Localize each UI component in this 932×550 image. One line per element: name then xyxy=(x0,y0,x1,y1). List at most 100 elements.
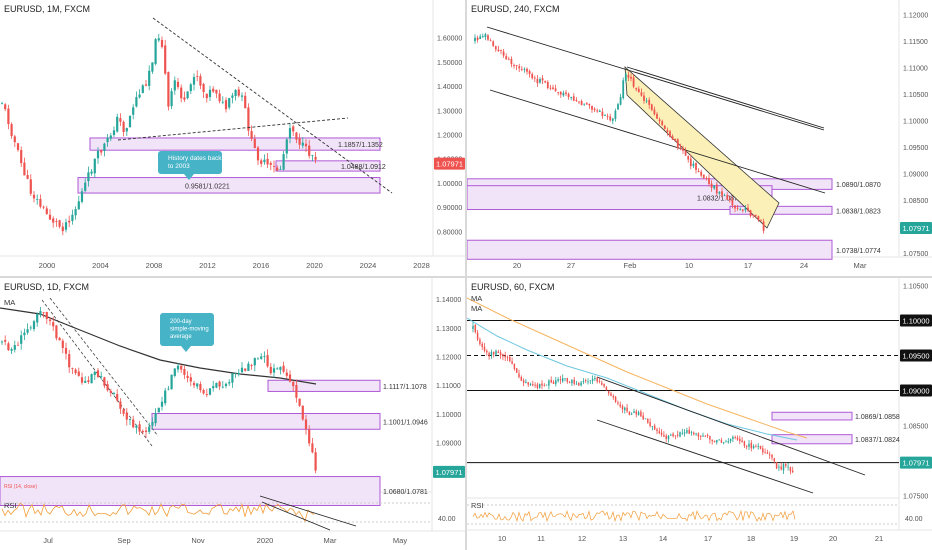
x-tick-label: 14 xyxy=(659,534,667,543)
candle-body xyxy=(144,84,148,86)
candle-body xyxy=(499,352,502,356)
candle-body xyxy=(500,50,502,51)
daily-chart: Jul Sep Nov 2020 Mar May 1.14000 1.13000 1.12000… xyxy=(0,278,465,545)
panel-hourly[interactable]: 10 11 12 13 14 17 18 19 20 21 1.10500 1.10000 1.0950… xyxy=(467,278,932,550)
candle-body xyxy=(20,335,23,344)
candle-body xyxy=(658,119,661,122)
candle-body xyxy=(10,349,13,351)
candle-body xyxy=(708,178,710,184)
candle-body xyxy=(658,431,661,434)
candle-body xyxy=(528,70,531,74)
zone-label: 1.1001/1.0946 xyxy=(383,419,428,426)
x-tick-label: 2008 xyxy=(146,261,163,270)
panel-4h[interactable]: 20 27 Feb 10 17 24 Mar 1.12000 1.11500 1.11000 1.1… xyxy=(467,0,932,276)
candle-body xyxy=(479,36,482,39)
candle-body xyxy=(288,128,292,139)
last-price-label: 1.07971 xyxy=(435,468,462,477)
candle-body xyxy=(515,368,518,373)
candle-body xyxy=(734,205,736,209)
candle-body xyxy=(651,426,654,427)
candle-body xyxy=(666,129,669,132)
candle-body xyxy=(26,329,29,333)
rsi-line xyxy=(1,502,315,523)
candle-body xyxy=(215,89,218,94)
zone-label: 1.0890/1.0870 xyxy=(836,182,881,189)
candle-body xyxy=(308,429,311,444)
candle-body xyxy=(4,104,7,110)
candle-body xyxy=(492,41,495,46)
candle-body xyxy=(674,435,677,437)
candle-body xyxy=(596,110,599,112)
candle-body xyxy=(71,214,74,221)
candle-body xyxy=(93,371,96,375)
candle-body xyxy=(699,435,702,437)
y-tick-label: 1.08500 xyxy=(903,198,928,205)
y-tick-label: 0.80000 xyxy=(437,229,462,236)
candle-body xyxy=(16,344,20,346)
candle-body xyxy=(705,178,708,179)
candle-body xyxy=(578,383,580,386)
candle-body xyxy=(518,373,520,378)
candle-body xyxy=(29,327,32,329)
level-tag-0 xyxy=(900,314,932,327)
candle-body xyxy=(476,332,479,340)
candle-body xyxy=(572,96,575,101)
candle-body xyxy=(773,458,776,462)
level-tag-1 xyxy=(900,349,932,362)
candle-body xyxy=(4,340,7,342)
candle-body xyxy=(587,381,589,383)
ma-slow-line xyxy=(467,297,808,439)
candle-body xyxy=(709,436,711,440)
y-tick-label: 1.12000 xyxy=(436,354,461,361)
level-tag-label: 1.09000 xyxy=(902,387,929,396)
candle-body xyxy=(116,116,119,132)
candle-body xyxy=(48,214,52,220)
candle-body xyxy=(642,415,644,420)
candle-body xyxy=(247,363,250,371)
candle-body xyxy=(775,462,778,469)
candle-body xyxy=(764,452,766,454)
last-price-label: 1.07971 xyxy=(436,160,463,169)
candle-body xyxy=(695,162,697,171)
candle-body xyxy=(536,78,539,84)
candle-body xyxy=(564,378,566,380)
pane-divider-horizontal[interactable] xyxy=(0,276,932,278)
candle-body xyxy=(791,470,794,473)
candle-body xyxy=(13,136,16,143)
x-tick-label: 2016 xyxy=(253,261,270,270)
x-tick-label: 2028 xyxy=(413,261,430,270)
candle-body xyxy=(272,166,276,167)
candle-body xyxy=(718,439,720,441)
candle-body xyxy=(507,58,510,60)
candle-body xyxy=(256,358,260,360)
candle-body xyxy=(266,158,269,165)
candle-body xyxy=(212,88,215,92)
y-tick-label: 1.09500 xyxy=(903,145,928,152)
candle-body xyxy=(490,352,493,356)
candle-body xyxy=(497,351,500,353)
candle-body xyxy=(549,87,552,89)
candle-body xyxy=(32,194,36,199)
panel-daily[interactable]: Jul Sep Nov 2020 Mar May 1.14000 1.13000 1.12000… xyxy=(0,278,465,550)
candle-body xyxy=(687,156,690,160)
candle-body xyxy=(505,56,508,60)
ma-legend-label: MA xyxy=(471,304,482,313)
candle-body xyxy=(7,343,10,351)
candle-body xyxy=(736,207,739,209)
zone-0837-0824 xyxy=(771,434,853,445)
x-tick-label: 2020 xyxy=(306,261,323,270)
candle-body xyxy=(87,380,90,382)
x-tick-label: 11 xyxy=(537,534,545,543)
candle-body xyxy=(502,51,505,56)
y-tick-label: 1.09000 xyxy=(436,440,461,447)
zone-9581-0221 xyxy=(77,177,381,194)
candle-body xyxy=(721,191,723,196)
candle-body xyxy=(626,407,628,412)
pane-divider-vertical[interactable] xyxy=(465,0,467,550)
candle-body xyxy=(643,95,645,101)
candle-body xyxy=(7,108,10,125)
candle-body xyxy=(122,121,125,132)
panel-monthly[interactable]: 2000 2004 2008 2012 2016 2020 2024 2028 1.60000 1… xyxy=(0,0,465,276)
candle-body xyxy=(71,368,74,369)
candle-body xyxy=(304,419,308,430)
